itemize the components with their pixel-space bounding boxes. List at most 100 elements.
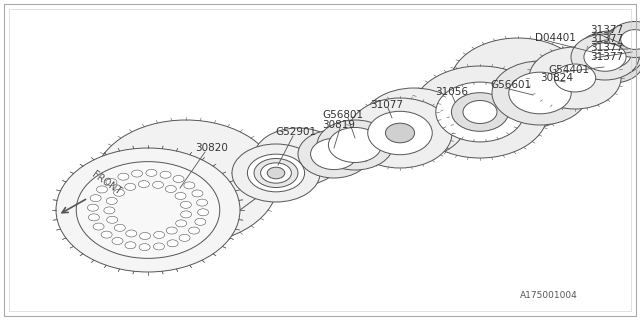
Ellipse shape bbox=[529, 47, 621, 109]
Ellipse shape bbox=[184, 182, 195, 189]
Ellipse shape bbox=[254, 158, 298, 188]
Ellipse shape bbox=[189, 227, 200, 234]
Ellipse shape bbox=[573, 72, 575, 73]
Ellipse shape bbox=[125, 183, 136, 190]
Text: G56601: G56601 bbox=[490, 80, 531, 90]
Ellipse shape bbox=[132, 170, 143, 177]
Text: 31056: 31056 bbox=[435, 87, 468, 97]
Ellipse shape bbox=[412, 66, 548, 158]
Ellipse shape bbox=[179, 234, 190, 241]
Ellipse shape bbox=[593, 49, 634, 76]
Ellipse shape bbox=[88, 214, 99, 221]
Ellipse shape bbox=[451, 93, 509, 131]
Ellipse shape bbox=[254, 128, 342, 186]
Ellipse shape bbox=[580, 70, 582, 71]
Text: 30820: 30820 bbox=[195, 143, 228, 153]
Ellipse shape bbox=[362, 88, 466, 158]
Ellipse shape bbox=[348, 98, 452, 168]
Ellipse shape bbox=[310, 138, 357, 170]
Ellipse shape bbox=[126, 230, 137, 237]
Ellipse shape bbox=[385, 123, 415, 143]
Text: 31377: 31377 bbox=[590, 52, 623, 62]
Text: G54401: G54401 bbox=[548, 65, 589, 75]
Ellipse shape bbox=[113, 189, 125, 196]
Text: 31077: 31077 bbox=[370, 100, 403, 110]
Text: A175001004: A175001004 bbox=[520, 291, 578, 300]
Text: 31377: 31377 bbox=[590, 25, 623, 35]
Text: 30819: 30819 bbox=[322, 120, 355, 130]
Ellipse shape bbox=[554, 64, 596, 92]
Ellipse shape bbox=[597, 29, 640, 65]
Text: D04401: D04401 bbox=[535, 33, 576, 43]
Ellipse shape bbox=[93, 223, 104, 230]
Ellipse shape bbox=[588, 68, 590, 69]
Ellipse shape bbox=[436, 82, 524, 142]
Ellipse shape bbox=[463, 100, 497, 124]
Ellipse shape bbox=[583, 70, 585, 71]
Ellipse shape bbox=[138, 180, 149, 188]
Text: 31377: 31377 bbox=[590, 43, 623, 53]
Ellipse shape bbox=[576, 31, 640, 77]
Ellipse shape bbox=[248, 154, 305, 192]
Ellipse shape bbox=[268, 167, 285, 179]
Ellipse shape bbox=[589, 40, 631, 68]
Ellipse shape bbox=[88, 204, 99, 211]
Ellipse shape bbox=[609, 21, 640, 58]
Ellipse shape bbox=[232, 144, 320, 202]
Ellipse shape bbox=[576, 72, 577, 73]
Ellipse shape bbox=[175, 220, 187, 227]
Ellipse shape bbox=[107, 216, 118, 223]
Ellipse shape bbox=[584, 43, 626, 71]
Ellipse shape bbox=[328, 127, 381, 163]
Ellipse shape bbox=[192, 190, 203, 197]
Ellipse shape bbox=[195, 218, 206, 225]
Ellipse shape bbox=[140, 232, 150, 239]
Ellipse shape bbox=[198, 209, 209, 216]
Ellipse shape bbox=[601, 27, 640, 62]
Ellipse shape bbox=[571, 73, 572, 74]
Ellipse shape bbox=[56, 148, 240, 272]
Ellipse shape bbox=[492, 61, 588, 125]
Ellipse shape bbox=[167, 240, 178, 247]
Ellipse shape bbox=[617, 32, 640, 52]
Text: 30824: 30824 bbox=[540, 73, 573, 83]
Ellipse shape bbox=[509, 72, 572, 114]
Ellipse shape bbox=[621, 30, 640, 49]
Ellipse shape bbox=[298, 130, 370, 178]
Ellipse shape bbox=[605, 24, 640, 60]
Text: G56801: G56801 bbox=[322, 110, 363, 120]
Ellipse shape bbox=[94, 120, 278, 244]
Ellipse shape bbox=[115, 224, 125, 231]
Ellipse shape bbox=[101, 231, 112, 238]
Ellipse shape bbox=[166, 227, 177, 234]
Ellipse shape bbox=[152, 181, 163, 188]
Ellipse shape bbox=[571, 34, 639, 80]
Ellipse shape bbox=[118, 173, 129, 180]
Ellipse shape bbox=[175, 192, 186, 199]
Ellipse shape bbox=[609, 37, 637, 57]
Text: 31377: 31377 bbox=[590, 34, 623, 44]
Text: G52901: G52901 bbox=[275, 127, 316, 137]
Ellipse shape bbox=[173, 175, 184, 182]
Ellipse shape bbox=[160, 171, 171, 178]
Ellipse shape bbox=[154, 231, 164, 238]
Ellipse shape bbox=[578, 71, 580, 72]
Ellipse shape bbox=[450, 38, 586, 130]
Ellipse shape bbox=[196, 199, 207, 206]
Ellipse shape bbox=[180, 201, 191, 208]
Ellipse shape bbox=[139, 244, 150, 251]
Ellipse shape bbox=[104, 207, 115, 214]
Ellipse shape bbox=[76, 162, 220, 258]
Ellipse shape bbox=[630, 26, 640, 40]
Ellipse shape bbox=[106, 197, 117, 204]
Ellipse shape bbox=[146, 169, 157, 176]
Ellipse shape bbox=[154, 243, 164, 250]
Ellipse shape bbox=[586, 69, 588, 70]
Ellipse shape bbox=[97, 186, 108, 193]
Ellipse shape bbox=[90, 195, 101, 202]
Ellipse shape bbox=[165, 186, 176, 193]
Ellipse shape bbox=[368, 111, 432, 155]
Ellipse shape bbox=[125, 242, 136, 249]
Ellipse shape bbox=[583, 43, 640, 83]
Ellipse shape bbox=[260, 163, 291, 183]
